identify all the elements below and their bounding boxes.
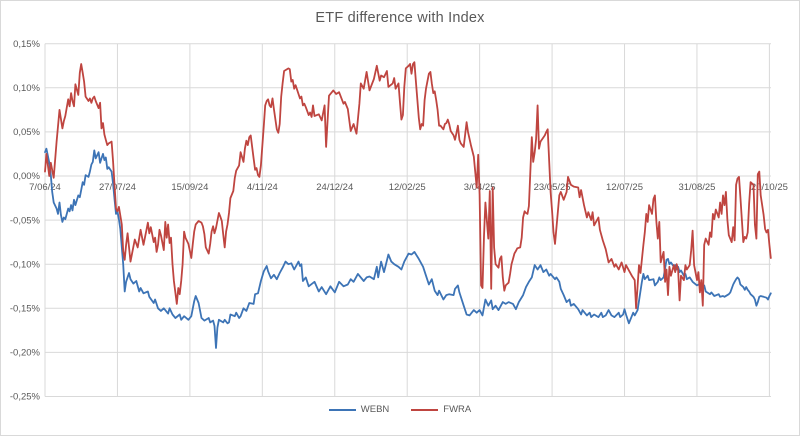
x-tick-label: 12/02/25 — [389, 182, 426, 193]
x-tick-label: 4/11/24 — [247, 182, 278, 193]
x-tick-label: 31/08/25 — [678, 182, 715, 193]
legend-item-fwra[interactable]: FWRA — [411, 404, 471, 415]
x-tick-label: 27/07/24 — [99, 182, 136, 193]
legend-label-fwra: FWRA — [443, 404, 472, 415]
x-tick-label: 24/12/24 — [316, 182, 353, 193]
legend-label-webn: WEBN — [360, 404, 390, 415]
chart-title: ETF difference with Index — [315, 10, 485, 26]
legend-swatch-fwra — [411, 408, 439, 411]
y-tick-label: 0,05% — [13, 127, 40, 138]
series-line-webn[interactable] — [44, 147, 772, 349]
x-tick-label: 15/09/24 — [171, 182, 208, 193]
x-tick-label: 23/05/25 — [534, 182, 571, 193]
y-tick-label: 0,15% — [13, 39, 40, 50]
y-tick-label: -0,20% — [10, 348, 41, 359]
y-tick-label: 0,10% — [13, 83, 40, 94]
x-tick-label: 7/06/24 — [29, 182, 61, 193]
series-line-fwra[interactable] — [44, 61, 772, 310]
y-tick-label: -0,25% — [10, 392, 41, 403]
legend-item-webn[interactable]: WEBN — [328, 404, 390, 415]
y-tick-label: -0,05% — [10, 215, 41, 226]
y-tick-label: -0,15% — [10, 304, 41, 315]
x-tick-label: 20/10/25 — [751, 182, 788, 193]
x-tick-label: 12/07/25 — [606, 182, 643, 193]
chart-legend: WEBN FWRA — [1, 404, 799, 415]
y-tick-label: -0,10% — [10, 259, 41, 270]
legend-swatch-webn — [328, 408, 356, 411]
y-tick-label: 0,00% — [13, 171, 40, 182]
